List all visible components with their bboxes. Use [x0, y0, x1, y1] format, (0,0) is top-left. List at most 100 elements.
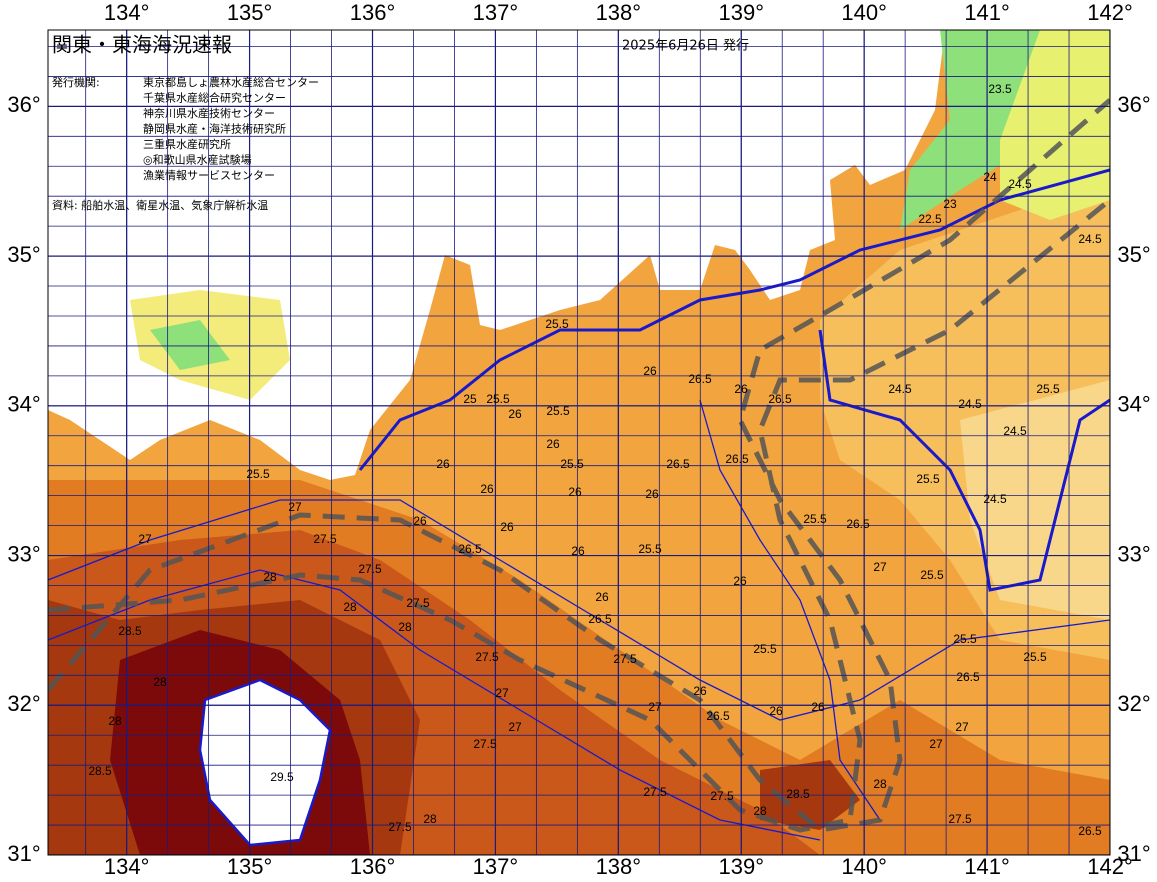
contour-label: 27.5: [473, 737, 497, 751]
contour-label: 27.5: [313, 532, 337, 546]
contour-label: 22.5: [918, 212, 942, 226]
contour-label: 27: [955, 720, 969, 734]
lon-tick-label: 141°: [964, 0, 1010, 25]
contour-label: 23: [943, 197, 957, 211]
issue-date: 2025年6月26日 発行: [622, 39, 749, 54]
lon-tick-label: 138°: [596, 854, 642, 879]
lat-tick-label: 36°: [7, 92, 40, 117]
contour-label: 26: [643, 364, 657, 378]
contour-label: 26: [733, 574, 747, 588]
contour-label: 27.5: [388, 820, 412, 834]
contour-label: 28: [263, 570, 277, 584]
contour-label: 28: [398, 620, 412, 634]
contour-line: [48, 499, 1110, 721]
lat-tick-label: 34°: [7, 392, 40, 417]
contour-label: 25.5: [1023, 650, 1047, 664]
publishers: 東京都島しょ農林水産総合センター千葉県水産総合研究センター神奈川県水産技術センタ…: [143, 75, 319, 182]
contour-label: 26.5: [458, 542, 482, 556]
contour-label: 26.5: [725, 452, 749, 466]
publisher: 漁業情報サービスセンター: [143, 168, 275, 182]
contour-label: 26.5: [706, 709, 730, 723]
contour-label: 26.5: [1078, 824, 1102, 838]
contour-label: 27: [508, 720, 522, 734]
contour-label: 26: [769, 704, 783, 718]
contour-label: 24: [983, 170, 997, 184]
contour-label: 25.5: [486, 392, 510, 406]
contour-label: 26: [595, 590, 609, 604]
contour-label: 28: [108, 714, 122, 728]
contour-label: 24.5: [958, 397, 982, 411]
lon-tick-label: 137°: [473, 854, 519, 879]
contour-label: 27.5: [643, 785, 667, 799]
lat-tick-label: 33°: [7, 541, 40, 566]
contour-label: 24.5: [888, 382, 912, 396]
sea-band: [960, 380, 1110, 620]
contour-label: 26.5: [588, 612, 612, 626]
lat-tick-label: 34°: [1117, 392, 1150, 417]
lon-tick-label: 134°: [104, 854, 150, 879]
contour-label: 26: [693, 684, 707, 698]
contour-line: [699, 399, 881, 821]
lon-tick-label: 137°: [473, 0, 519, 25]
inland-sea: [150, 320, 230, 370]
lon-tick-label: 140°: [841, 0, 887, 25]
lon-tick-label: 134°: [104, 0, 150, 25]
publisher-label: 発行機関:: [52, 75, 100, 89]
contour-label: 27.5: [948, 812, 972, 826]
publisher: 三重県水産研究所: [143, 137, 231, 151]
contour-label: 26.5: [956, 670, 980, 684]
contour-label: 23.5: [988, 82, 1012, 96]
contour-label: 28: [423, 812, 437, 826]
lat-tick-label: 33°: [1117, 541, 1150, 566]
contour-label: 27: [929, 737, 943, 751]
contour-line: [198, 678, 332, 847]
header: 関東・東海海況速報 2025年6月26日 発行 発行機関: 東京都島しょ農林水産…: [52, 33, 749, 213]
contour-label: 26: [734, 382, 748, 396]
contour-label: 27.5: [710, 789, 734, 803]
contour-label: 26: [571, 544, 585, 558]
sources: 資料: 船舶水温、衛星水温、気象庁解析水温: [52, 198, 268, 212]
lon-tick-label: 142°: [1087, 0, 1133, 25]
contour-label: 25.5: [1036, 382, 1060, 396]
contour-line: [48, 569, 821, 841]
lat-tick-label: 35°: [7, 242, 40, 267]
contour-label: 25.5: [753, 642, 777, 656]
contour-label: 26: [500, 520, 514, 534]
lat-tick-label: 36°: [1117, 92, 1150, 117]
contour-label: 27.5: [406, 596, 430, 610]
title: 関東・東海海況速報: [52, 33, 232, 57]
lat-tick-label: 32°: [1117, 691, 1150, 716]
contour-label: 25: [463, 392, 477, 406]
lon-tick-label: 139°: [718, 0, 764, 25]
contour-label: 26: [546, 437, 560, 451]
publisher: ◎和歌山県水産試験場: [143, 153, 252, 167]
lon-tick-label: 140°: [841, 854, 887, 879]
contour-label: 27: [138, 532, 152, 546]
frame: [47, 29, 1111, 856]
contour-label: 25.5: [916, 472, 940, 486]
lon-tick-label: 135°: [227, 854, 273, 879]
contour-label: 27.5: [475, 650, 499, 664]
contour-label: 29.5: [270, 770, 294, 784]
contour-label: 25.5: [546, 404, 570, 418]
lat-tick-label: 32°: [7, 691, 40, 716]
contour-label: 25.5: [638, 542, 662, 556]
contour-label: 24.5: [1003, 424, 1027, 438]
contour-label: 27: [495, 686, 509, 700]
publisher: 静岡県水産・海洋技術研究所: [143, 122, 286, 136]
contour-label: 27: [648, 700, 662, 714]
contour-label: 26: [480, 482, 494, 496]
contour-label: 27.5: [358, 562, 382, 576]
contour-label: 28.5: [786, 787, 810, 801]
lon-tick-label: 142°: [1087, 854, 1133, 879]
contour-label: 28.5: [88, 764, 112, 778]
contour-label: 25.5: [803, 512, 827, 526]
contour-label: 26.5: [846, 517, 870, 531]
contour-label: 27: [288, 500, 302, 514]
contour-label: 26.5: [768, 392, 792, 406]
contour-label: 25.5: [545, 317, 569, 331]
contour-label: 28: [153, 675, 167, 689]
lat-tick-label: 31°: [7, 841, 40, 866]
contour-label: 26.5: [688, 372, 712, 386]
